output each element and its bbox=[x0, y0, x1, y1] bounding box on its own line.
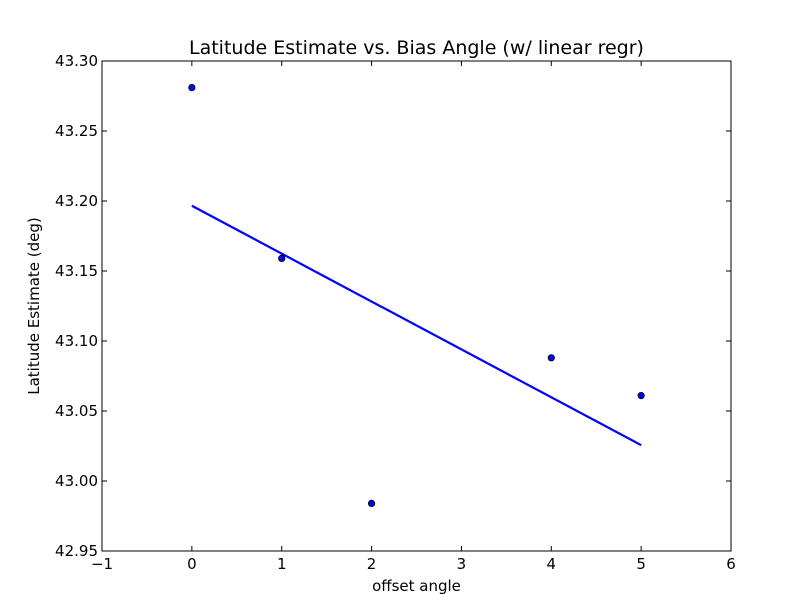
y-tick-label: 43.00 bbox=[55, 472, 98, 490]
x-tick-label: −1 bbox=[91, 555, 113, 573]
scatter-point bbox=[188, 84, 196, 92]
y-tick-label: 43.10 bbox=[55, 332, 98, 350]
axis-ticks: −1 0 1 2 3 4 5 6 42.95 43.00 43.05 43.10 43.15 43.20 4… bbox=[55, 52, 736, 573]
x-axis-label: offset angle bbox=[372, 577, 461, 595]
scatter-point bbox=[547, 354, 555, 362]
y-axis-label: Latitude Estimate (deg) bbox=[25, 217, 43, 395]
x-tick-label: 3 bbox=[457, 555, 467, 573]
scatter-point bbox=[367, 499, 376, 507]
y-tick-label: 43.05 bbox=[55, 402, 98, 420]
y-tick-label: 43.15 bbox=[55, 262, 98, 280]
x-tick-label: 1 bbox=[277, 555, 287, 573]
x-tick-label: 0 bbox=[187, 555, 197, 573]
y-tick-label: 43.25 bbox=[55, 122, 98, 140]
scatter-point bbox=[637, 391, 645, 400]
y-tick-label: 42.95 bbox=[55, 542, 98, 560]
x-tick-label: 6 bbox=[726, 555, 736, 573]
regression-line bbox=[191, 204, 642, 447]
axes-frame bbox=[101, 60, 732, 552]
plot-area bbox=[188, 84, 645, 507]
chart-title: Latitude Estimate vs. Bias Angle (w/ lin… bbox=[189, 37, 644, 59]
scatter-point bbox=[278, 254, 286, 262]
x-tick-label: 4 bbox=[547, 555, 557, 573]
x-tick-label: 2 bbox=[367, 555, 377, 573]
y-tick-label: 43.20 bbox=[55, 192, 98, 210]
x-tick-label: 5 bbox=[636, 555, 646, 573]
y-tick-label: 43.30 bbox=[55, 52, 98, 70]
